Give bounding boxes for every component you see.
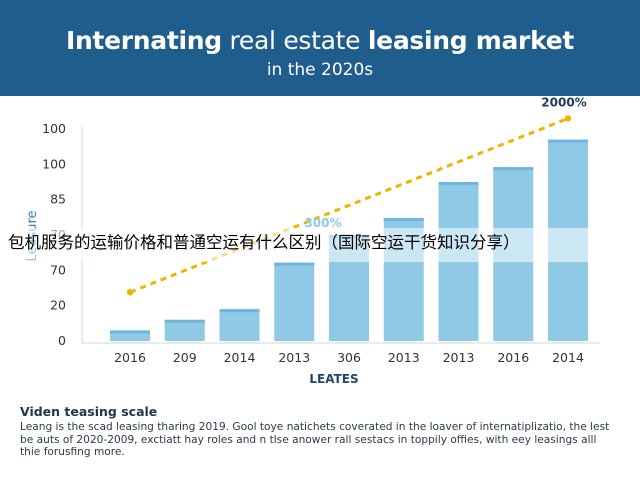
title-part-3: leasing market [367,26,575,55]
title-part-1: Internating [65,26,222,55]
header-banner: Internating real estate leasing market i… [0,0,640,96]
x-axis-ticks: 2016 209 2014 2013 306 2013 2013 2016 2014 [114,350,584,365]
bar [110,330,150,341]
annotation-label: 2000% [541,96,586,109]
x-tick-label: 2013 [278,350,310,365]
x-tick-label: 2016 [114,350,146,365]
bar-cap [383,218,424,222]
y-tick-label: 20 [50,298,66,313]
bar-cap [110,330,150,334]
x-tick-label: 306 [337,350,361,365]
footer-text: Leang is the scad leasing tharing 2019. … [20,421,610,458]
trend-endpoint [564,115,572,122]
x-tick-label: 209 [173,350,197,365]
x-tick-label: 2014 [224,350,256,365]
trend-endpoint [126,289,134,296]
y-tick-label: 0 [58,333,66,348]
y-tick-label: 70 [50,262,66,277]
bar-cap [219,309,260,313]
trend-line [129,117,569,294]
x-tick-label: 2013 [443,350,475,365]
bar-cap [164,319,205,323]
bar [164,319,205,341]
chart-title: Internating real estate leasing market [0,26,640,55]
chart-subtitle: in the 2020s [266,60,374,80]
title-part-2: real estate [221,26,368,55]
y-tick-label: 100 [42,156,66,171]
footer-note: Viden teasing scale Leang is the scad le… [20,404,620,459]
y-tick-label: 100 [42,121,66,136]
bar-cap [493,167,534,171]
bar-cap [548,139,588,143]
annotations-group: 300% 2000% [304,96,586,230]
bar-cap [438,182,479,185]
x-axis-label: LEATES [309,372,358,386]
x-tick-label: 2016 [497,350,529,365]
y-tick-label: 85 [50,192,66,207]
bar-cap [274,262,315,266]
bar [219,309,260,341]
overlay-caption: 包机服务的运输价格和普通空运有什么区别（国际空运干货知识分享） [0,228,640,262]
bar [274,262,315,341]
annotation-label: 300% [304,216,341,230]
footer-title: Viden teasing scale [20,404,158,419]
x-tick-label: 2014 [552,350,584,365]
x-tick-label: 2013 [388,350,420,365]
